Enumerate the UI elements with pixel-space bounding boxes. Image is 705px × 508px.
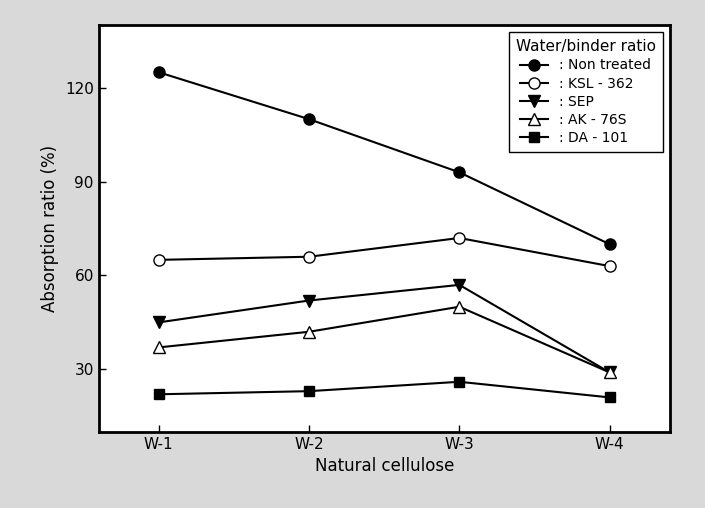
Legend: : Non treated, : KSL - 362, : SEP, : AK - 76S, : DA - 101: : Non treated, : KSL - 362, : SEP, : AK … <box>509 33 663 152</box>
Y-axis label: Absorption ratio (%): Absorption ratio (%) <box>42 145 59 312</box>
X-axis label: Natural cellulose: Natural cellulose <box>314 457 454 475</box>
